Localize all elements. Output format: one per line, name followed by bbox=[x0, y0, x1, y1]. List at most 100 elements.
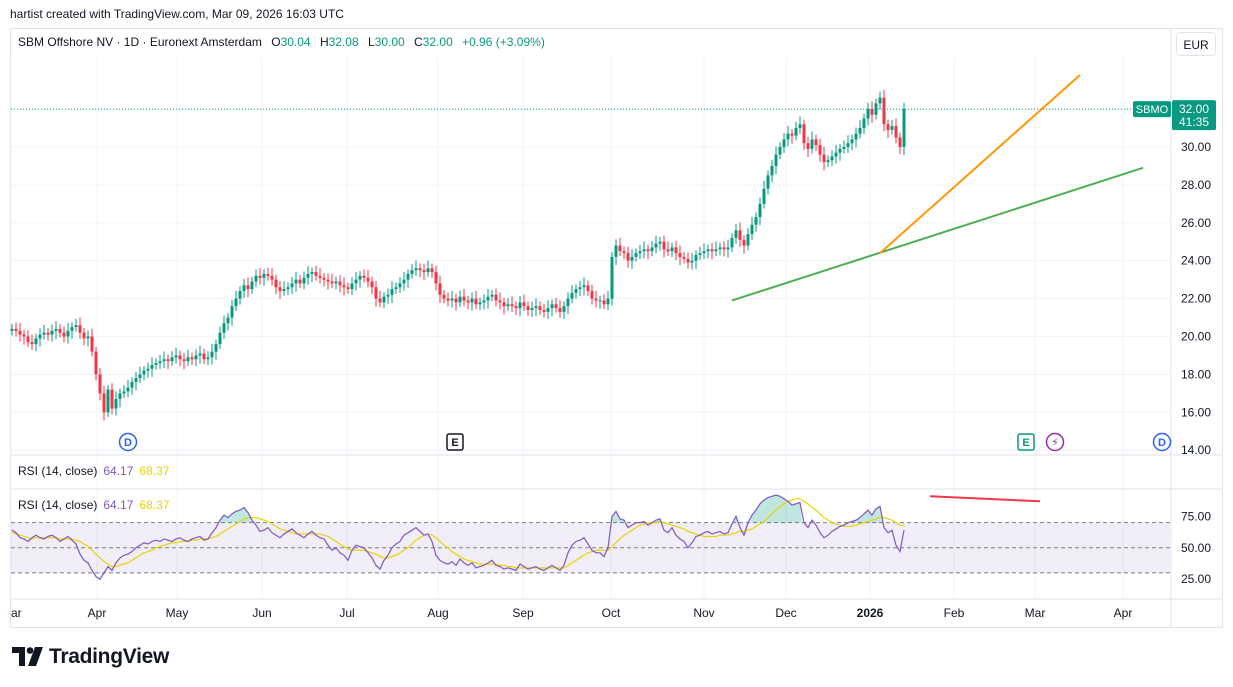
candle-body bbox=[622, 251, 626, 254]
candle-body bbox=[486, 296, 490, 301]
candle-body bbox=[826, 160, 830, 163]
candle-body bbox=[830, 156, 834, 161]
candle-body bbox=[198, 353, 202, 356]
candle-body bbox=[426, 268, 430, 273]
candle-body bbox=[590, 291, 594, 299]
price-tag-value: 32.00 bbox=[1179, 102, 1209, 116]
time-tick-label: Apr bbox=[1114, 606, 1133, 620]
candle-body bbox=[202, 353, 206, 360]
close-value: 32.00 bbox=[422, 35, 453, 49]
price-tick-label: 24.00 bbox=[1181, 254, 1211, 268]
candle-body bbox=[642, 249, 646, 252]
candle-body bbox=[62, 332, 66, 337]
candle-body bbox=[242, 285, 246, 292]
candle-body bbox=[94, 351, 98, 375]
candle-body bbox=[662, 241, 666, 250]
candle-body bbox=[318, 275, 322, 278]
candle-body bbox=[338, 281, 342, 286]
low-value: 30.00 bbox=[374, 35, 405, 49]
candle-body bbox=[302, 277, 306, 284]
price-tag-box bbox=[1172, 100, 1216, 131]
candle-body bbox=[802, 124, 806, 144]
candle-body bbox=[142, 370, 146, 375]
candle-body bbox=[154, 363, 158, 365]
time-tick-label: Mar bbox=[1025, 606, 1046, 620]
candle-body bbox=[26, 336, 30, 343]
candle-body bbox=[578, 287, 582, 290]
candle-body bbox=[778, 146, 782, 155]
candle-body bbox=[402, 279, 406, 284]
candle-body bbox=[898, 137, 902, 147]
candle-body bbox=[722, 247, 726, 250]
candle-body bbox=[214, 344, 218, 352]
rsi-title: RSI (14, close) bbox=[18, 498, 98, 512]
candle-body bbox=[70, 327, 74, 331]
candle-body bbox=[602, 300, 606, 305]
price-tick-label: 20.00 bbox=[1181, 329, 1211, 343]
candle-body bbox=[586, 285, 590, 292]
candle-body bbox=[750, 224, 754, 235]
rsi-legend-2[interactable]: RSI (14, close) 64.17 68.37 bbox=[18, 498, 169, 512]
candle-body bbox=[106, 389, 110, 413]
rsi-ma-line bbox=[11, 498, 904, 569]
candle-body bbox=[78, 325, 82, 333]
candle-body bbox=[430, 268, 434, 273]
currency-button[interactable]: EUR bbox=[1176, 32, 1216, 56]
candle-body bbox=[86, 336, 90, 339]
candle-body bbox=[290, 283, 294, 288]
time-tick-label: ar bbox=[11, 606, 22, 620]
candle-body bbox=[670, 247, 674, 252]
time-tick-label: May bbox=[166, 606, 189, 620]
earnings-icon bbox=[446, 433, 464, 451]
candle-body bbox=[854, 133, 858, 140]
tradingview-logo[interactable]: TradingView bbox=[12, 645, 169, 669]
close-label: C bbox=[414, 35, 423, 49]
candle-body bbox=[234, 298, 238, 307]
candle-body bbox=[130, 381, 134, 388]
candle-body bbox=[254, 275, 258, 282]
candle-body bbox=[570, 292, 574, 299]
candle-body bbox=[378, 298, 382, 303]
candle-body bbox=[798, 124, 802, 129]
candle-body bbox=[774, 154, 778, 166]
time-tick-label: Sep bbox=[512, 606, 534, 620]
candle-body bbox=[178, 355, 182, 360]
candle-body bbox=[374, 287, 378, 299]
candle-body bbox=[14, 328, 18, 331]
rsi-legend-1[interactable]: RSI (14, close) 64.17 68.37 bbox=[18, 464, 169, 478]
price-tick-label: 18.00 bbox=[1181, 367, 1211, 381]
candle-body bbox=[834, 152, 838, 157]
candle-body bbox=[494, 294, 498, 301]
symbol-legend[interactable]: SBM Offshore NV · 1D · Euronext Amsterda… bbox=[18, 35, 545, 49]
candle-body bbox=[166, 359, 170, 362]
candle-body bbox=[90, 336, 94, 352]
event-marker-earnings: E bbox=[1017, 433, 1035, 451]
dividend-icon bbox=[118, 432, 138, 452]
candle-body bbox=[598, 300, 602, 302]
candle-body bbox=[206, 357, 210, 360]
candle-body bbox=[258, 275, 262, 278]
candle-body bbox=[610, 256, 614, 299]
candle-body bbox=[566, 298, 570, 307]
candle-body bbox=[330, 281, 334, 284]
candle-body bbox=[418, 268, 422, 271]
candle-body bbox=[878, 97, 882, 104]
candle-body bbox=[162, 359, 166, 362]
candle-body bbox=[246, 285, 250, 290]
symbol-name: SBM Offshore NV · 1D · Euronext Amsterda… bbox=[18, 35, 262, 49]
panel-dividers bbox=[10, 28, 1223, 628]
event-marker-earnings: E bbox=[446, 433, 464, 451]
candle-body bbox=[386, 294, 390, 297]
candle-body bbox=[438, 283, 442, 295]
candle-body bbox=[238, 291, 242, 299]
candle-body bbox=[102, 393, 106, 413]
candle-body bbox=[838, 148, 842, 153]
candle-body bbox=[558, 308, 562, 312]
time-tick-label: Oct bbox=[602, 606, 621, 620]
candle-body bbox=[498, 300, 502, 303]
candle-body bbox=[410, 270, 414, 274]
candle-body bbox=[758, 203, 762, 218]
candle-body bbox=[110, 389, 114, 409]
